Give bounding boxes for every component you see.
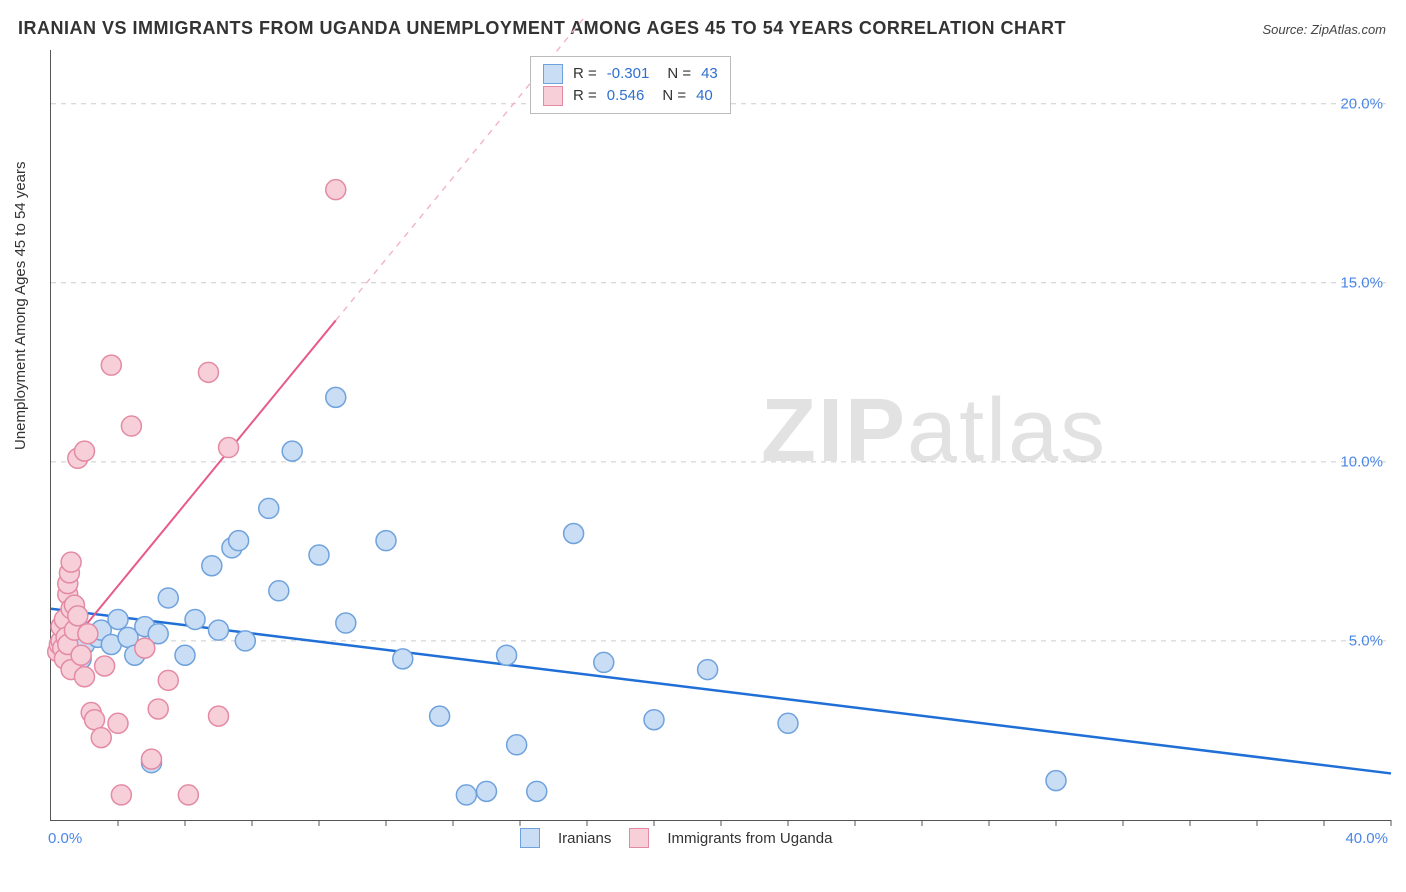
legend-swatch [543, 86, 563, 106]
n-value: 40 [696, 85, 713, 107]
x-axis-min-label: 0.0% [48, 830, 82, 847]
n-value: 43 [701, 63, 718, 85]
r-value: -0.301 [607, 63, 650, 85]
r-value: 0.546 [607, 85, 645, 107]
data-point [269, 581, 289, 601]
legend-swatch [520, 828, 540, 848]
data-point [1046, 771, 1066, 791]
legend-series-label: Iranians [558, 830, 611, 847]
data-point [527, 781, 547, 801]
series-legend: Iranians Immigrants from Uganda [520, 828, 832, 848]
data-point [91, 728, 111, 748]
data-point [219, 438, 239, 458]
data-point [68, 606, 88, 626]
data-point [85, 710, 105, 730]
data-point [198, 362, 218, 382]
y-axis-label: Unemployment Among Ages 45 to 54 years [12, 161, 29, 450]
data-point [594, 652, 614, 672]
n-label: N = [667, 63, 691, 85]
data-point [111, 785, 131, 805]
data-point [507, 735, 527, 755]
data-point [778, 713, 798, 733]
legend-swatch [543, 64, 563, 84]
data-point [326, 387, 346, 407]
data-point [108, 609, 128, 629]
data-point [456, 785, 476, 805]
data-point [336, 613, 356, 633]
data-point [282, 441, 302, 461]
data-point [477, 781, 497, 801]
data-point [95, 656, 115, 676]
data-point [309, 545, 329, 565]
data-point [235, 631, 255, 651]
r-label: R = [573, 85, 597, 107]
legend-swatch [629, 828, 649, 848]
data-point [644, 710, 664, 730]
data-point [564, 523, 584, 543]
y-tick-label: 20.0% [1340, 95, 1383, 112]
correlation-legend-row: R = -0.301 N = 43 [543, 63, 718, 85]
y-tick-label: 10.0% [1340, 453, 1383, 470]
y-tick-label: 5.0% [1349, 632, 1383, 649]
data-point [497, 645, 517, 665]
data-point [326, 180, 346, 200]
scatter-svg [51, 50, 1391, 820]
plot-area: ZIPatlas 5.0%10.0%15.0%20.0% [50, 50, 1391, 821]
data-point [61, 552, 81, 572]
data-point [185, 609, 205, 629]
data-point [121, 416, 141, 436]
chart-title: IRANIAN VS IMMIGRANTS FROM UGANDA UNEMPL… [18, 18, 1066, 39]
data-point [259, 498, 279, 518]
data-point [430, 706, 450, 726]
data-point [75, 441, 95, 461]
x-axis-max-label: 40.0% [1345, 830, 1388, 847]
data-point [135, 638, 155, 658]
n-label: N = [662, 85, 686, 107]
data-point [175, 645, 195, 665]
data-point [393, 649, 413, 669]
source-attribution: Source: ZipAtlas.com [1262, 22, 1386, 37]
data-point [142, 749, 162, 769]
data-point [158, 670, 178, 690]
legend-series-label: Immigrants from Uganda [667, 830, 832, 847]
data-point [75, 667, 95, 687]
correlation-legend-row: R = 0.546 N = 40 [543, 85, 718, 107]
data-point [78, 624, 98, 644]
data-point [158, 588, 178, 608]
data-point [71, 645, 91, 665]
data-point [698, 660, 718, 680]
data-point [229, 531, 249, 551]
data-point [209, 620, 229, 640]
data-point [202, 556, 222, 576]
data-point [108, 713, 128, 733]
data-point [178, 785, 198, 805]
data-point [209, 706, 229, 726]
y-tick-label: 15.0% [1340, 274, 1383, 291]
data-point [376, 531, 396, 551]
r-label: R = [573, 63, 597, 85]
data-point [101, 355, 121, 375]
correlation-legend: R =-0.301N =43R =0.546N =40 [530, 56, 731, 114]
data-point [148, 699, 168, 719]
